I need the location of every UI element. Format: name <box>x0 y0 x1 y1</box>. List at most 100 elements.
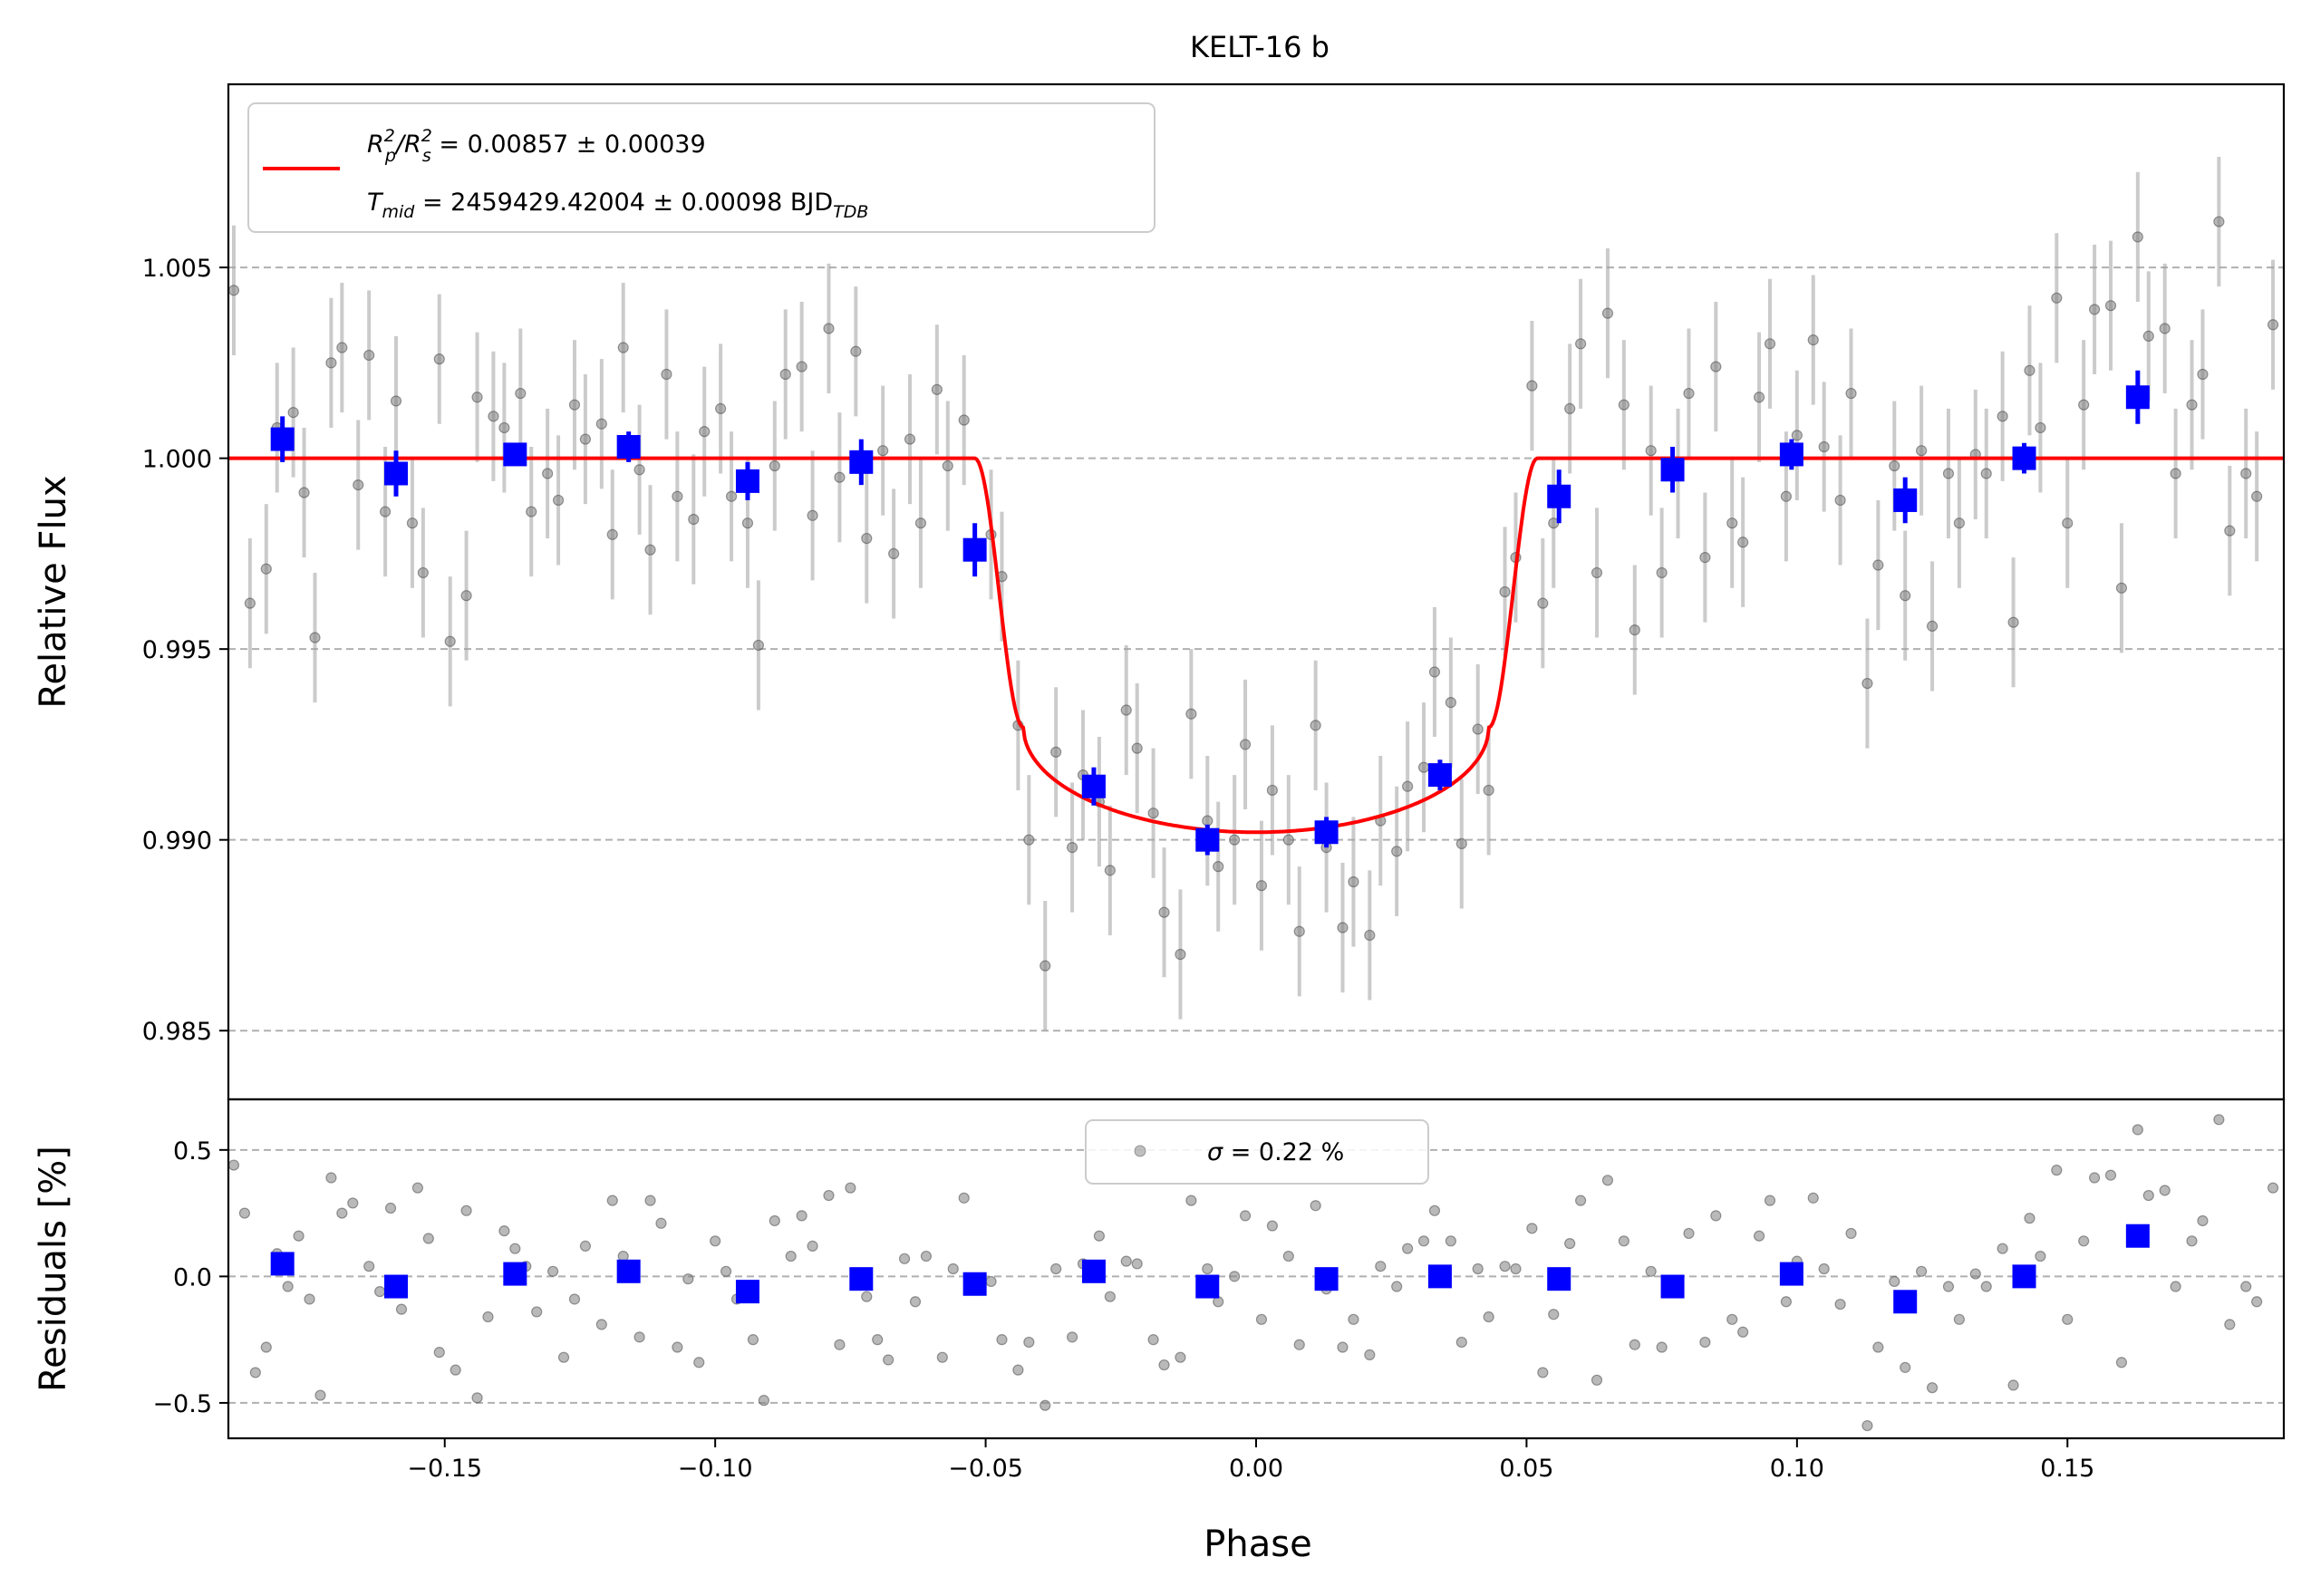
flux-raw-point <box>1699 552 1711 564</box>
residuals-raw-point <box>2035 1250 2046 1262</box>
residuals-raw-point <box>936 1351 948 1363</box>
residuals-raw-point <box>958 1192 970 1204</box>
legend-tmid-sub: mid <box>382 202 416 222</box>
residuals-binned-point <box>962 1272 987 1296</box>
residuals-raw-point <box>655 1217 667 1229</box>
residuals-raw-point <box>1575 1195 1587 1206</box>
flux-raw-point <box>1591 566 1603 579</box>
phase-x-ticks: −0.15 −0.10 −0.05 0.00 0.05 0.10 0.15 <box>407 1438 2094 1483</box>
flux-binned-point <box>1427 763 1452 788</box>
flux-raw-point <box>2159 323 2171 334</box>
residuals-raw-point <box>384 1202 397 1214</box>
residuals-raw-point <box>260 1341 272 1353</box>
residuals-raw-point <box>834 1339 846 1350</box>
flux-raw-point <box>661 368 672 381</box>
flux-binned-point <box>1893 488 1918 512</box>
flux-raw-point <box>2186 399 2198 411</box>
flux-raw-point <box>2240 468 2252 479</box>
flux-raw-point <box>2224 525 2236 537</box>
residuals-raw-point <box>227 1159 240 1171</box>
residuals-binned-point <box>1660 1274 1685 1299</box>
residuals-raw-point <box>1900 1361 1911 1373</box>
flux-raw-point <box>958 414 970 426</box>
residuals-raw-point <box>2251 1296 2263 1308</box>
residuals-raw-point <box>1926 1382 1939 1394</box>
residuals-raw-point <box>2062 1313 2074 1325</box>
flux-y-axis-label: Relative Flux <box>33 475 74 708</box>
residuals-raw-point <box>1737 1326 1749 1338</box>
residuals-raw-point <box>693 1357 705 1369</box>
residuals-raw-point <box>2186 1235 2198 1247</box>
residuals-raw-point <box>1683 1227 1695 1240</box>
flux-binned-point <box>1081 774 1106 798</box>
flux-raw-point <box>725 490 738 502</box>
flux-raw-point <box>390 395 402 407</box>
residuals-raw-point <box>1618 1235 1629 1247</box>
residuals-raw-point <box>1499 1261 1511 1272</box>
flux-raw-point <box>433 353 445 365</box>
residuals-raw-point <box>1753 1230 1765 1242</box>
residuals-raw-point <box>682 1273 694 1285</box>
flux-raw-point <box>379 506 392 517</box>
flux-raw-point <box>1683 387 1695 400</box>
flux-raw-point <box>888 547 900 559</box>
residuals-binned-point <box>2012 1264 2036 1289</box>
residuals-raw-point <box>1861 1419 1873 1432</box>
residuals-raw-point <box>1807 1192 1819 1204</box>
flux-binned-point <box>735 469 759 493</box>
residuals-raw-point <box>1953 1313 1965 1325</box>
flux-raw-point <box>2132 231 2143 243</box>
flux-raw-point <box>244 597 256 609</box>
residuals-raw-point <box>633 1331 645 1343</box>
flux-raw-point <box>2078 399 2090 411</box>
residuals-binned-point <box>1081 1259 1106 1283</box>
residuals-raw-point <box>2197 1214 2209 1227</box>
residuals-raw-point <box>579 1240 592 1252</box>
residuals-raw-point <box>1066 1331 1078 1343</box>
flux-raw-point <box>1266 784 1279 797</box>
x-tick-label: 0.10 <box>1770 1455 1824 1483</box>
flux-raw-point <box>1147 808 1159 819</box>
residuals-raw-point <box>710 1235 721 1247</box>
flux-binned-points <box>270 370 2150 856</box>
residuals-raw-point <box>845 1182 856 1194</box>
residuals-raw-point <box>2224 1319 2236 1330</box>
flux-raw-point <box>617 342 629 353</box>
flux-raw-point <box>1861 677 1873 690</box>
flux-raw-point <box>699 426 711 438</box>
residuals-legend-box <box>1085 1119 1429 1185</box>
flux-binned-point <box>616 435 641 459</box>
flux-raw-point <box>1337 922 1349 933</box>
flux-raw-point <box>877 445 889 457</box>
residuals-raw-point <box>1764 1195 1776 1206</box>
residuals-raw-point <box>1428 1204 1441 1216</box>
flux-legend-box <box>247 102 1156 233</box>
residuals-raw-point <box>2170 1281 2181 1292</box>
residuals-binned-point <box>735 1280 759 1304</box>
residuals-raw-point <box>374 1286 386 1298</box>
flux-raw-point <box>1791 430 1803 441</box>
chart-title: KELT-16 b <box>1190 30 1330 64</box>
residuals-raw-point <box>1980 1281 1992 1292</box>
residuals-raw-point <box>238 1207 251 1219</box>
flux-y-tick-label: 0.985 <box>142 1018 212 1046</box>
residuals-raw-point <box>498 1225 510 1237</box>
flux-raw-point <box>498 421 510 434</box>
residuals-raw-point <box>2024 1213 2035 1224</box>
legend-tmid-label: Tmid = 2459429.42004 ± 0.00098 BJDTDB <box>367 189 868 222</box>
flux-raw-point <box>2089 304 2101 315</box>
flux-raw-point <box>914 517 927 529</box>
flux-raw-point <box>715 402 727 414</box>
residuals-binned-point <box>1427 1264 1452 1289</box>
flux-raw-point <box>1889 459 1900 472</box>
flux-binned-point <box>2012 446 2036 470</box>
flux-raw-point <box>568 399 581 411</box>
flux-raw-point <box>1364 929 1376 942</box>
flux-binned-point <box>1779 442 1803 467</box>
residuals-raw-point <box>1348 1313 1359 1325</box>
residuals-raw-point <box>568 1293 581 1305</box>
residuals-raw-point <box>1012 1364 1024 1376</box>
residuals-raw-point <box>823 1189 835 1202</box>
residuals-raw-point <box>2089 1172 2101 1184</box>
flux-raw-point <box>2104 300 2117 312</box>
